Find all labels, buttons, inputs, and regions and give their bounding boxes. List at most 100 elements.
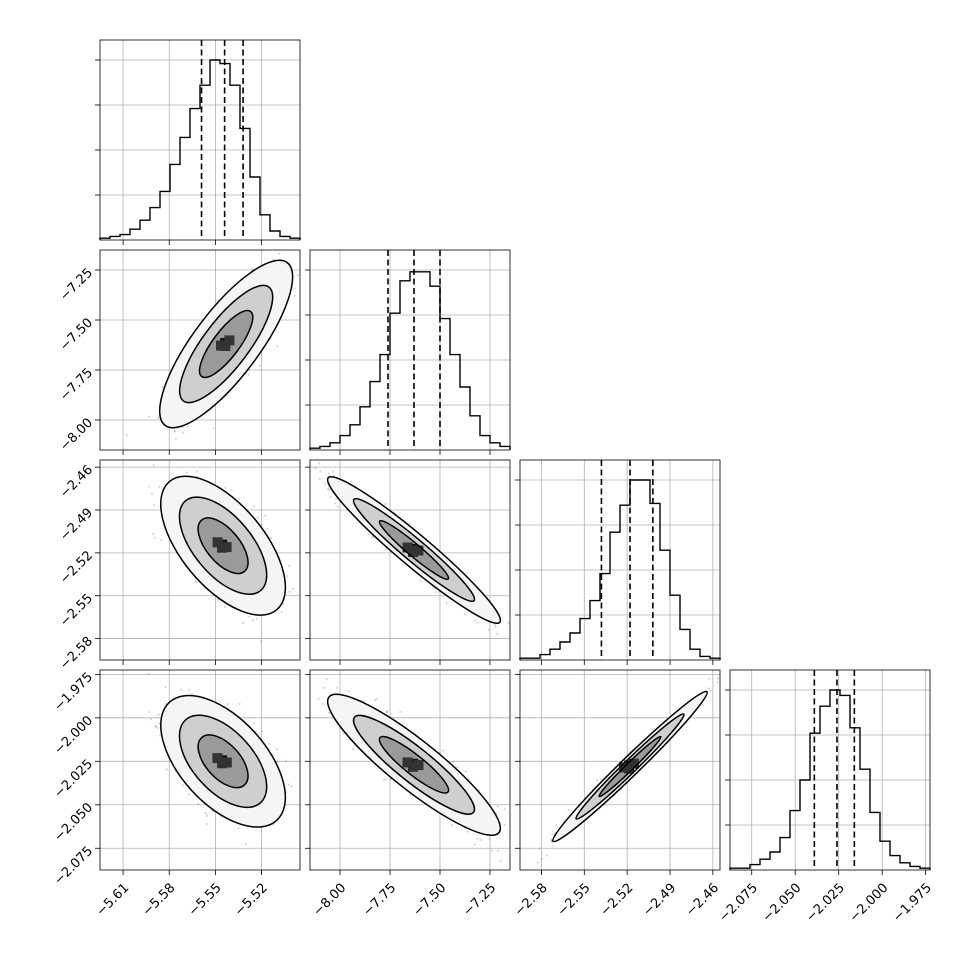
- sample-point: [237, 497, 241, 500]
- sample-point: [384, 502, 387, 506]
- sample-point: [160, 538, 163, 542]
- sample-point: [314, 466, 317, 470]
- sample-point: [293, 287, 296, 290]
- sample-point: [258, 364, 261, 368]
- sample-point: [252, 722, 256, 725]
- panel-frame: [729, 669, 931, 871]
- sample-point: [517, 631, 519, 633]
- histogram-panel: [95, 39, 301, 245]
- sample-point: [304, 256, 306, 258]
- sample-point: [264, 514, 267, 517]
- sample-point: [224, 605, 227, 608]
- contour-line: [352, 497, 476, 603]
- sample-point: [247, 373, 250, 376]
- sample-point: [329, 496, 332, 499]
- panel-frame: [99, 39, 301, 241]
- sample-point: [324, 483, 327, 486]
- sample-point: [251, 619, 255, 622]
- sample-point: [248, 615, 251, 618]
- panel-frame: [519, 459, 721, 661]
- density-core-pixel: [212, 537, 223, 548]
- sample-point: [219, 815, 222, 819]
- sample-point: [419, 580, 422, 583]
- sample-point: [242, 622, 245, 625]
- histogram-panel: [305, 249, 511, 455]
- sample-point: [255, 617, 258, 621]
- sample-point: [293, 294, 296, 297]
- contour-line: [326, 475, 502, 625]
- contour-line: [160, 475, 287, 616]
- sample-point: [494, 623, 497, 626]
- sample-point: [367, 533, 370, 536]
- sample-point: [434, 591, 437, 594]
- histogram-step: [99, 59, 301, 240]
- sample-point: [510, 626, 512, 628]
- sample-point: [195, 581, 198, 584]
- density-core-pixel: [408, 547, 418, 557]
- sample-point: [181, 784, 184, 787]
- sample-point: [336, 505, 339, 508]
- sample-point: [507, 621, 510, 624]
- sample-point: [158, 485, 161, 488]
- sample-point: [173, 430, 176, 433]
- sample-point: [328, 472, 331, 475]
- sample-point: [195, 470, 198, 473]
- density-core-pixel: [217, 542, 228, 553]
- sample-point: [319, 470, 322, 473]
- sample-point: [182, 431, 185, 434]
- panel-frame: [99, 249, 301, 451]
- sample-point: [230, 489, 233, 492]
- sample-point: [331, 470, 335, 473]
- sample-point: [251, 267, 254, 271]
- sample-point: [224, 486, 227, 489]
- sample-point: [266, 527, 269, 531]
- sample-point: [401, 563, 404, 566]
- sample-point: [212, 427, 215, 430]
- sample-point: [152, 503, 156, 506]
- sample-point: [149, 718, 153, 721]
- sample-point: [494, 625, 497, 629]
- sample-point: [328, 489, 331, 492]
- sample-point: [408, 522, 411, 525]
- sample-point: [276, 345, 279, 348]
- sample-point: [335, 497, 338, 500]
- histogram-step: [729, 689, 931, 870]
- sample-point: [261, 730, 264, 733]
- sample-point: [288, 565, 291, 568]
- histogram-panel: [725, 669, 931, 875]
- histogram-step: [309, 271, 511, 450]
- panel-content: [148, 464, 308, 643]
- sample-point: [299, 244, 301, 246]
- sample-point: [306, 556, 308, 558]
- sample-point: [256, 516, 259, 519]
- scatter-panel: [95, 669, 301, 875]
- sample-point: [288, 590, 291, 593]
- contour-line: [378, 519, 450, 581]
- panel-content: [125, 244, 306, 440]
- sample-point: [150, 492, 153, 495]
- sample-point: [238, 702, 241, 705]
- panel-frame: [99, 459, 301, 661]
- scatter-panel: [305, 459, 519, 665]
- sample-point: [334, 502, 337, 505]
- sample-point: [318, 462, 321, 465]
- sample-point: [148, 485, 151, 488]
- contour-line: [197, 517, 249, 575]
- panel-frame: [309, 459, 511, 661]
- sample-point: [291, 587, 295, 590]
- sample-point: [125, 434, 128, 437]
- sample-point: [464, 613, 467, 616]
- sample-point: [173, 429, 176, 432]
- sample-point: [154, 725, 157, 728]
- sample-point: [216, 598, 219, 601]
- sample-point: [476, 621, 479, 624]
- sample-point: [278, 252, 281, 255]
- sample-point: [445, 602, 448, 605]
- sample-point: [487, 628, 490, 631]
- contour-line: [178, 496, 268, 596]
- sample-point: [157, 416, 160, 420]
- density-core-pixel: [402, 542, 413, 553]
- sample-point: [185, 471, 189, 474]
- sample-point: [306, 469, 308, 471]
